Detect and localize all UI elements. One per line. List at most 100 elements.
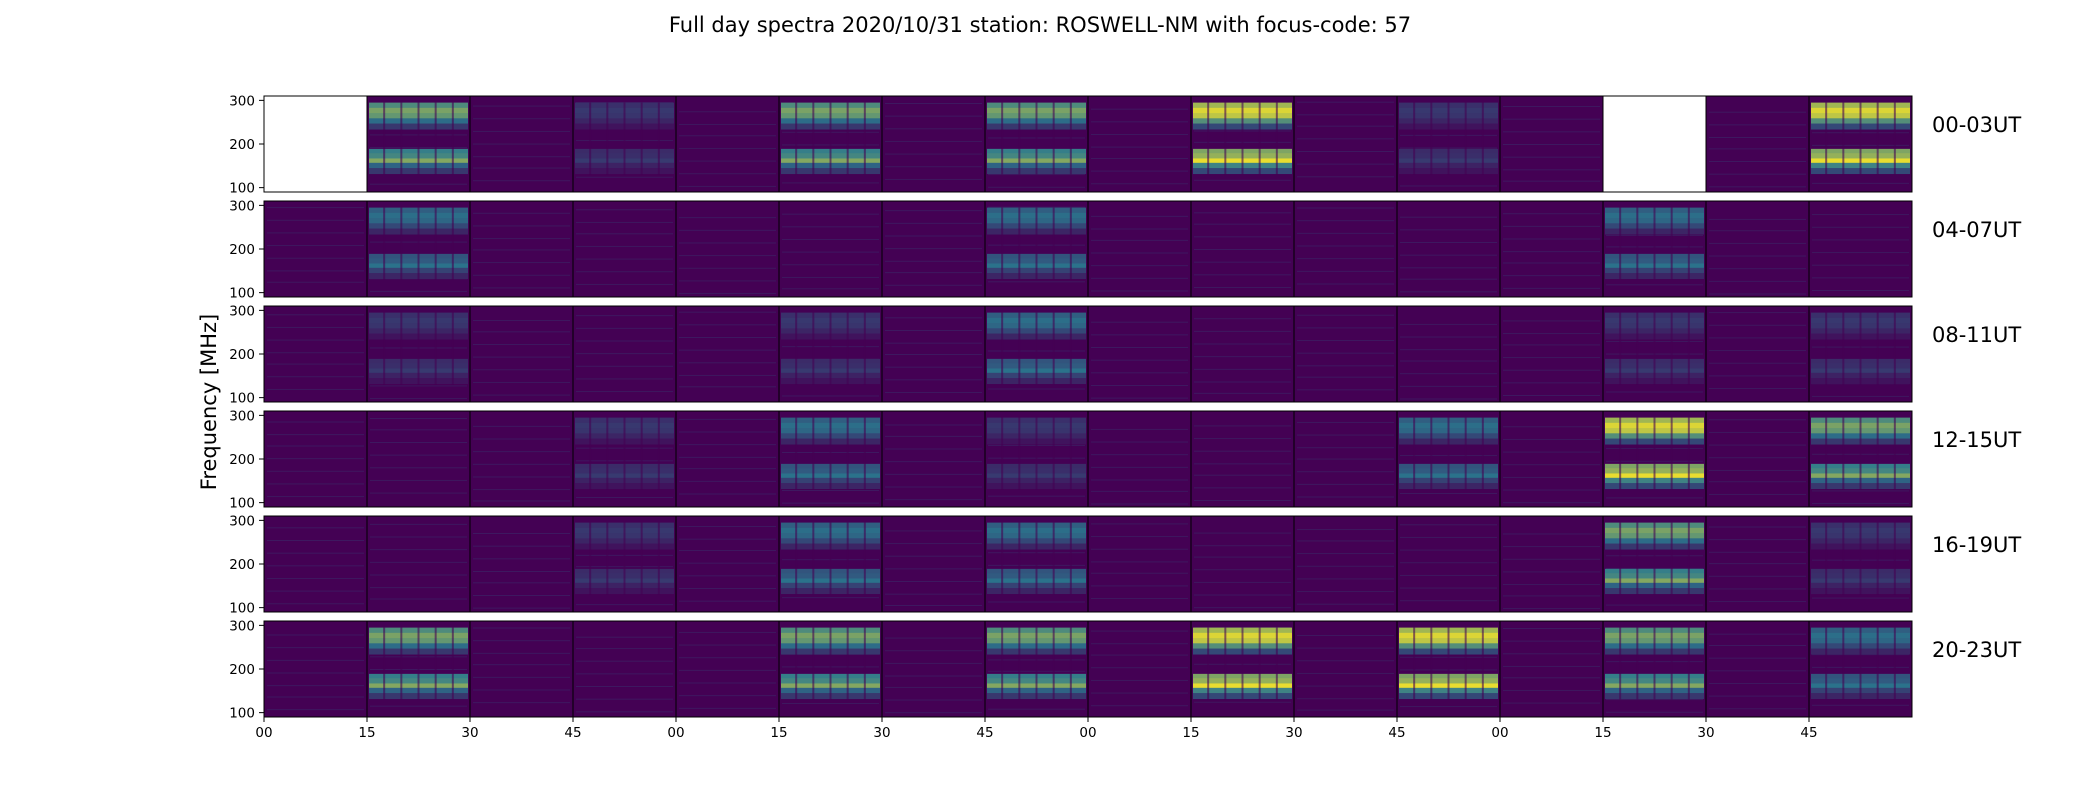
noise-line (1709, 362, 1806, 364)
noise-line (1709, 124, 1806, 126)
noise-line (679, 217, 776, 219)
noise-line (1297, 114, 1394, 116)
noise-line (1709, 388, 1806, 390)
x-tick-label: 30 (1697, 725, 1714, 741)
band-gap (1893, 312, 1896, 385)
band-gap (795, 522, 798, 595)
band-gap (812, 522, 815, 595)
noise-line (1812, 226, 1909, 228)
noise-line (1297, 578, 1394, 580)
band-gap (1619, 312, 1622, 385)
noise-line (1091, 523, 1188, 525)
noise-line (1091, 384, 1188, 386)
emission-bands (1193, 102, 1292, 175)
band-gap (1876, 627, 1879, 700)
band-gap (1619, 207, 1622, 280)
band-gap (1052, 417, 1055, 490)
emission-bands (1811, 627, 1910, 700)
noise-line (1297, 101, 1394, 103)
noise-line (1297, 207, 1394, 209)
noise-line (1194, 286, 1291, 288)
noise-line (1606, 391, 1703, 393)
noise-line (885, 605, 982, 607)
spectrum-cell (882, 411, 985, 507)
y-tick-label: 100 (229, 391, 255, 407)
noise-line (267, 458, 364, 460)
band-gap (812, 417, 815, 490)
noise-line (885, 284, 982, 286)
y-tick-label: 100 (229, 286, 255, 302)
emission-bands (369, 312, 468, 385)
noise-line (679, 493, 776, 495)
noise-line (1091, 490, 1188, 492)
noise-line (370, 467, 467, 469)
noise-line (576, 340, 673, 342)
spectrum-cell (1706, 621, 1809, 717)
noise-line (1709, 186, 1806, 188)
noise-line (679, 550, 776, 552)
noise-line (267, 470, 364, 472)
y-tick-label: 100 (229, 601, 255, 617)
band-gap (1842, 102, 1845, 175)
noise-line (267, 270, 364, 272)
band-gap (383, 102, 386, 175)
noise-line (1194, 274, 1291, 276)
noise-line (1091, 252, 1188, 254)
noise-line (1194, 701, 1291, 703)
x-tick-label: 45 (976, 725, 993, 741)
band-gap (1825, 102, 1828, 175)
noise-line (1297, 529, 1394, 531)
noise-line (679, 562, 776, 564)
band-gap (1069, 102, 1072, 175)
noise-line (1503, 464, 1600, 466)
noise-line (1709, 137, 1806, 139)
band-gap (1001, 417, 1004, 490)
band-gap (1035, 522, 1038, 595)
band-gap (812, 102, 815, 175)
band-gap (1687, 522, 1690, 595)
y-tick-label: 200 (229, 557, 255, 573)
band-gap (846, 627, 849, 700)
noise-line (1709, 312, 1806, 314)
noise-line (1709, 575, 1806, 577)
noise-line (1400, 185, 1497, 187)
band-gap (1876, 102, 1879, 175)
noise-line (1812, 395, 1909, 397)
x-tick-label: 30 (1285, 725, 1302, 741)
noise-line (576, 604, 673, 606)
x-tick-label: 15 (1182, 725, 1199, 741)
noise-line (782, 251, 879, 253)
noise-line (473, 130, 570, 132)
noise-line (1709, 350, 1806, 352)
row-time-label: 16-19UT (1932, 533, 2021, 557)
band-gap (1670, 207, 1673, 280)
noise-line (885, 555, 982, 557)
noise-line (679, 588, 776, 589)
noise-line (473, 331, 570, 333)
noise-line (267, 496, 364, 498)
noise-line (1091, 630, 1188, 632)
spectrum-cell (1191, 306, 1294, 402)
noise-line (679, 324, 776, 326)
band-gap (657, 417, 660, 490)
noise-line (1091, 548, 1188, 550)
band-gap (1893, 522, 1896, 595)
noise-line (885, 637, 982, 639)
emission-bands (1811, 417, 1910, 490)
noise-line (1503, 584, 1600, 586)
noise-line (576, 686, 673, 688)
noise-line (1709, 268, 1806, 270)
spectrum-cell (1088, 411, 1191, 507)
band-gap (1052, 102, 1055, 175)
noise-line (679, 480, 776, 482)
spectrum-cell (573, 201, 676, 297)
noise-line (473, 238, 570, 240)
noise-line (1091, 679, 1188, 681)
band-gap (1825, 627, 1828, 700)
noise-line (1503, 225, 1600, 227)
band-gap (1207, 102, 1210, 175)
x-tick-label: 15 (358, 725, 375, 741)
noise-line (370, 183, 467, 185)
noise-line (1709, 526, 1806, 528)
spectrum-cell (779, 201, 882, 297)
